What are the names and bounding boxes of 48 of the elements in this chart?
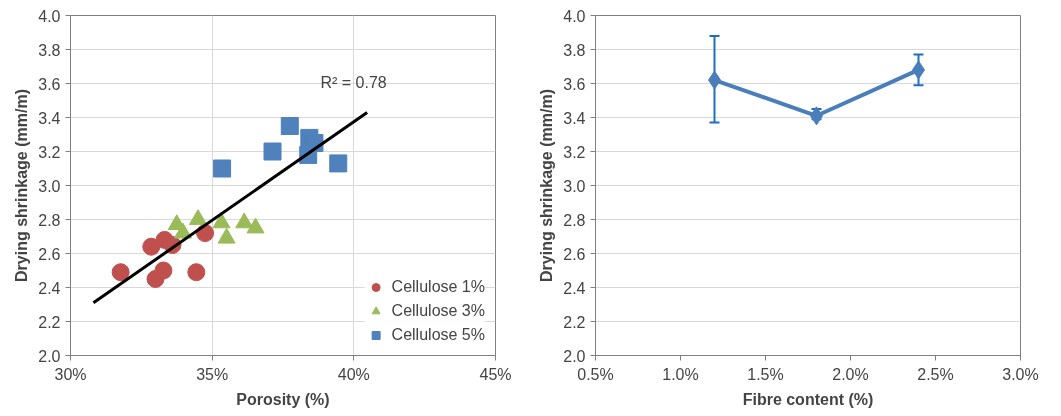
legend-label: Cellulose 3%	[391, 302, 485, 320]
y-tick-label: 3.2	[38, 143, 61, 161]
legend-label: Cellulose 1%	[391, 278, 485, 296]
point	[187, 263, 206, 282]
x-tick-label: 2.0%	[832, 365, 869, 383]
point	[329, 154, 348, 173]
point	[154, 261, 173, 280]
y-tick-label: 3.6	[38, 75, 61, 93]
point	[111, 263, 130, 282]
x-tick-label: 40%	[337, 365, 370, 383]
y-tick-label: 3.8	[563, 41, 586, 59]
y-tick-label: 2.6	[563, 245, 586, 263]
x-tick-label: 30%	[54, 365, 87, 383]
y-tick-label: 3.8	[38, 41, 61, 59]
y-tick-label: 3.4	[38, 109, 61, 127]
y-tick-label: 2.4	[38, 279, 61, 297]
y-tick-label: 3.0	[563, 177, 586, 195]
x-axis-title: Porosity (%)	[236, 390, 330, 408]
point	[263, 142, 282, 161]
y-tick-label: 3.0	[38, 177, 61, 195]
point	[213, 159, 232, 178]
y-tick-label: 4.0	[563, 7, 586, 25]
y-tick-label: 3.4	[563, 109, 586, 127]
y-tick-label: 2.4	[563, 279, 586, 297]
x-axis-title: Fibre content (%)	[742, 390, 874, 408]
y-tick-label: 3.2	[563, 143, 586, 161]
y-tick-label: 2.6	[38, 245, 61, 263]
y-tick-label: 2.2	[563, 313, 586, 331]
x-tick-label: 35%	[196, 365, 229, 383]
annotation: R² = 0.78	[320, 73, 387, 91]
y-tick-label: 2.2	[38, 313, 61, 331]
y-tick-label: 2.0	[38, 347, 61, 365]
x-tick-label: 3.0%	[1002, 365, 1039, 383]
x-tick-label: 0.5%	[577, 365, 614, 383]
x-tick-label: 1.5%	[747, 365, 784, 383]
y-tick-label: 4.0	[38, 7, 61, 25]
legend-label: Cellulose 5%	[391, 326, 485, 344]
point	[280, 117, 299, 135]
x-tick-label: 1.0%	[662, 365, 699, 383]
y-tick-label: 2.0	[563, 347, 586, 365]
y-axis-title: Drying shrinkage (mm/m)	[13, 89, 31, 282]
x-tick-label: 45%	[479, 365, 512, 383]
y-tick-label: 3.6	[563, 75, 586, 93]
y-tick-label: 2.8	[563, 211, 586, 229]
x-tick-label: 2.5%	[917, 365, 954, 383]
point	[142, 237, 161, 256]
y-tick-label: 2.8	[38, 211, 61, 229]
y-axis-title: Drying shrinkage (mm/m)	[538, 89, 556, 282]
